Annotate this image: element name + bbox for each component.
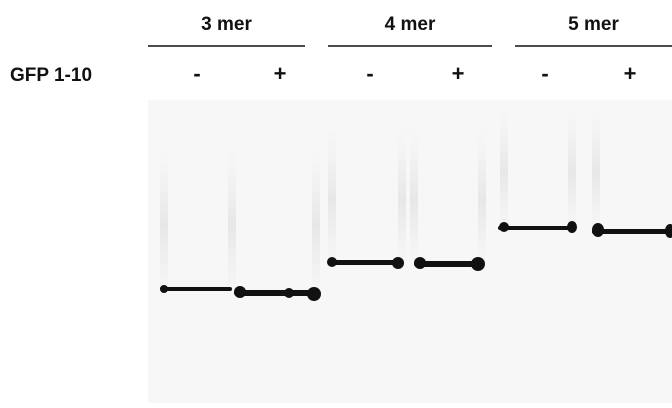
band-edge (499, 222, 509, 232)
group-label: 3 mer (201, 14, 252, 35)
band (234, 290, 316, 296)
group-label: 4 mer (385, 14, 436, 35)
band-edge (414, 257, 426, 269)
row-label: GFP 1-10 (10, 65, 92, 86)
band-edge (234, 286, 246, 298)
lane-sign: + (274, 61, 287, 86)
band-edge (567, 221, 577, 233)
group-label: 5 mer (568, 14, 619, 35)
band-edge (592, 223, 604, 237)
band-edge (471, 257, 485, 271)
band (328, 260, 402, 265)
band-edge (307, 287, 321, 301)
lane-sign: - (193, 61, 200, 86)
lane-sign: - (541, 61, 548, 86)
gel-figure: 3 mer - +4 mer - +5 mer - + GFP 1-10 (0, 0, 672, 403)
band (498, 226, 574, 230)
band-edge (327, 257, 337, 267)
lane-sign: + (624, 61, 637, 86)
lane-sign: + (452, 61, 465, 86)
lane-sign: - (366, 61, 373, 86)
band (592, 229, 672, 234)
page: 3 mer-+4 mer-+5 mer-+ GFP 1-10 (() => { … (0, 0, 672, 408)
header: 3 mer - +4 mer - +5 mer - + (148, 14, 672, 86)
band-edge (160, 285, 168, 293)
band-edge (392, 257, 404, 269)
band-edge (284, 288, 294, 298)
band (160, 287, 232, 291)
